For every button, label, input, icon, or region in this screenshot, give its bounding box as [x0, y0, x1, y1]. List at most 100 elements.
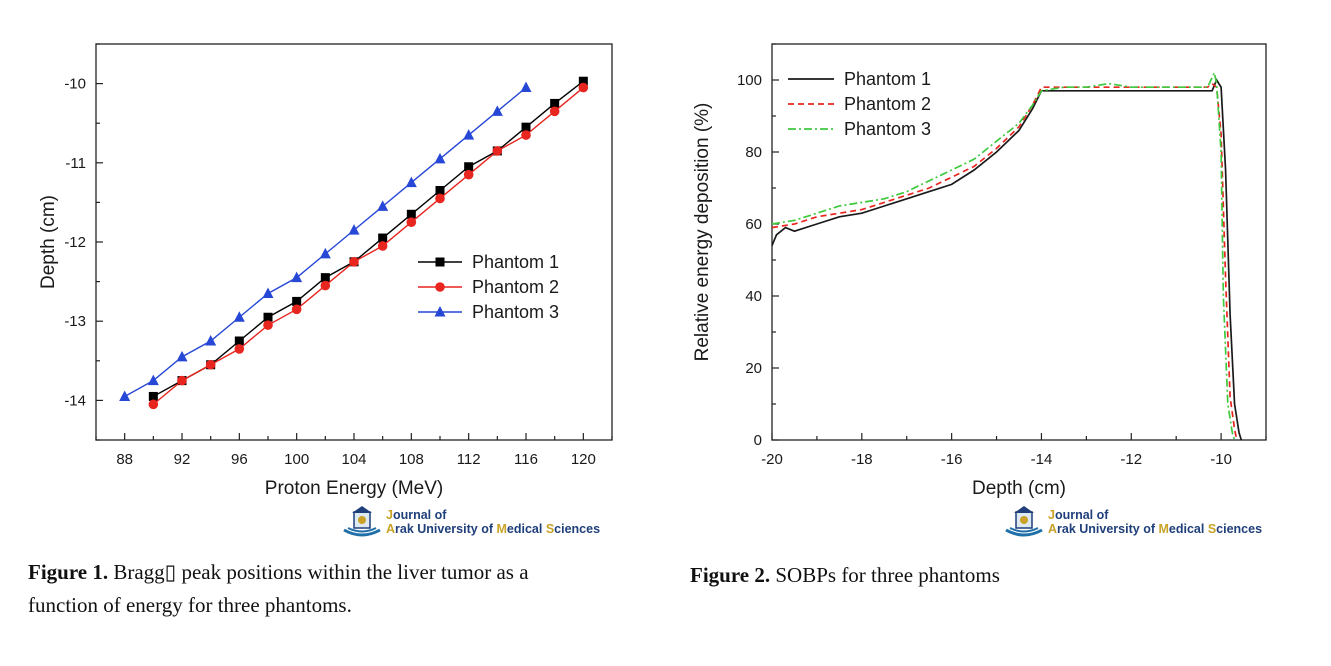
- chart1-plot-frame: [95, 43, 613, 441]
- chart2-y-axis-label: Relative energy deposition (%): [692, 103, 713, 362]
- journal-logo-1: Journal of Arak University of Medical Sc…: [340, 504, 600, 540]
- chart1-data-point: [520, 81, 532, 93]
- logo2-j: J: [1048, 508, 1055, 522]
- journal-emblem-icon: [343, 506, 381, 537]
- chart2-x-axis-label: Depth (cm): [972, 478, 1066, 499]
- chart1-data-point: [435, 186, 445, 196]
- chart1-x-tick-label: 108: [399, 451, 424, 468]
- logo2-s: S: [1207, 522, 1217, 536]
- chart1-x-tick-label: 88: [116, 451, 133, 468]
- chart1-legend-label: Phantom 2: [472, 277, 559, 297]
- chart2-series-line-1: [771, 78, 1243, 441]
- chart1-data-point: [119, 390, 131, 401]
- logo2-m: M: [1158, 522, 1169, 536]
- chart1-y-axis-label: Depth (cm): [38, 195, 59, 289]
- chart1-data-point: [463, 129, 475, 140]
- chart1-data-point: [492, 146, 503, 156]
- logo1-s: S: [545, 522, 555, 536]
- chart2-x-tick-label: -16: [941, 451, 963, 468]
- chart1-data-point: [263, 320, 273, 330]
- chart2-y-tick-label: 100: [737, 72, 762, 89]
- chart1-data-point: [320, 280, 331, 291]
- chart1-data-point: [464, 162, 474, 172]
- chart1-data-point: [205, 335, 217, 346]
- logo1-m-rest: edical: [506, 522, 546, 536]
- chart1-data-point: [406, 209, 416, 219]
- journal-emblem-icon: [1005, 506, 1043, 537]
- logo1-m: M: [496, 522, 507, 536]
- figure1-caption-line2: function of energy for three phantoms.: [28, 593, 352, 617]
- chart1-data-point: [147, 374, 159, 386]
- chart1-data-point: [205, 359, 216, 370]
- chart1-data-point: [348, 224, 360, 235]
- chart1-x-tick-label: 116: [514, 451, 538, 468]
- chart1-data-point: [291, 271, 303, 283]
- chart1-data-point: [320, 273, 330, 283]
- chart1-series-line-1: [152, 80, 584, 398]
- logo2-s-rest: ciences: [1216, 522, 1263, 536]
- chart1-series-line-2: [152, 87, 584, 405]
- chart1-x-tick-label: 92: [174, 451, 191, 468]
- chart2-x-tick-label: -10: [1210, 451, 1232, 468]
- chart1-legend: Phantom 1 Phantom 2 Phantom 3: [418, 252, 559, 322]
- chart1-data-point: [234, 336, 244, 346]
- logo1-a: A: [386, 522, 396, 536]
- chart1-data-point: [148, 399, 159, 410]
- chart1-data-point: [435, 193, 445, 204]
- figure2-caption: Figure 2. SOBPs for three phantoms: [690, 559, 1290, 592]
- logo2-a: A: [1048, 522, 1058, 536]
- sobp-chart: -20 -18 -16 -14 -12 -10 0 20 40 60 80 100 Depth (cm)…: [692, 43, 1267, 499]
- chart1-data-point: [377, 241, 388, 251]
- chart1-x-axis-label: Proton Energy (MeV): [265, 478, 443, 499]
- chart1-data-point: [406, 217, 417, 227]
- chart1-data-point: [521, 130, 531, 140]
- chart2-x-tick-label: -20: [761, 451, 783, 468]
- chart2-y-tick-label: 80: [745, 144, 762, 161]
- chart1-data-point: [405, 176, 417, 188]
- chart1-data-point: [521, 122, 531, 132]
- logo1-a-rest: rak University of: [395, 522, 497, 536]
- chart1-data-point: [378, 233, 388, 243]
- chart2-x-tick-label: -18: [851, 451, 873, 468]
- chart1-x-tick-label: 100: [284, 451, 309, 468]
- chart1-legend-marker: [434, 306, 446, 317]
- chart2-y-tick-label: 20: [745, 360, 762, 377]
- chart1-y-tick-label: -10: [64, 76, 86, 93]
- chart1-legend-marker: [435, 257, 445, 267]
- figure1-caption-line1: Bragg▯ peak positions within the liver t…: [108, 560, 529, 584]
- chart1-x-tick-label: 104: [341, 451, 366, 468]
- chart1-data-point: [177, 375, 187, 386]
- chart2-series-line-2: [771, 82, 1238, 441]
- chart1-y-tick-label: -13: [64, 313, 86, 330]
- chart1-data-point: [233, 311, 245, 322]
- chart1-y-tick-label: -11: [65, 155, 86, 172]
- chart1-data-point: [148, 391, 158, 401]
- chart1-data-point: [549, 106, 560, 117]
- chart1-data-point: [434, 152, 446, 164]
- logo1-line1: ournal of: [392, 508, 447, 522]
- chart2-legend-label: Phantom 1: [844, 69, 931, 89]
- chart2-y-tick-label: 40: [745, 288, 762, 305]
- chart1-x-tick-label: 112: [457, 451, 481, 468]
- chart1-y-tick-label: -14: [64, 392, 86, 409]
- logo1-j: J: [386, 508, 393, 522]
- figure2-caption-text: SOBPs for three phantoms: [770, 563, 1000, 587]
- chart1-data-point: [578, 76, 588, 86]
- chart2-y-tick-label: 0: [754, 432, 762, 449]
- chart2-x-tick-label: -12: [1120, 451, 1142, 468]
- chart1-data-point: [292, 296, 302, 306]
- logo1-s-rest: ciences: [554, 522, 601, 536]
- chart2-series-line-3: [771, 70, 1236, 441]
- chart1-data-point: [349, 257, 359, 267]
- chart1-data-point: [176, 350, 188, 362]
- chart1-x-tick-label: 120: [571, 451, 596, 468]
- chart2-legend-label: Phantom 3: [844, 119, 931, 139]
- chart1-data-point: [234, 344, 245, 354]
- chart2-legend-label: Phantom 2: [844, 94, 931, 114]
- logo2-a-rest: rak University of: [1057, 522, 1159, 536]
- bragg-peak-chart: 88 92 96 100 104 108 112 116 120-14-13-12-11-10 …: [38, 43, 613, 499]
- chart2-plot-frame: [771, 43, 1267, 441]
- chart1-y-tick-label: -12: [64, 234, 86, 251]
- chart1-x-tick-label: 96: [231, 451, 248, 468]
- chart1-data-point: [491, 105, 503, 116]
